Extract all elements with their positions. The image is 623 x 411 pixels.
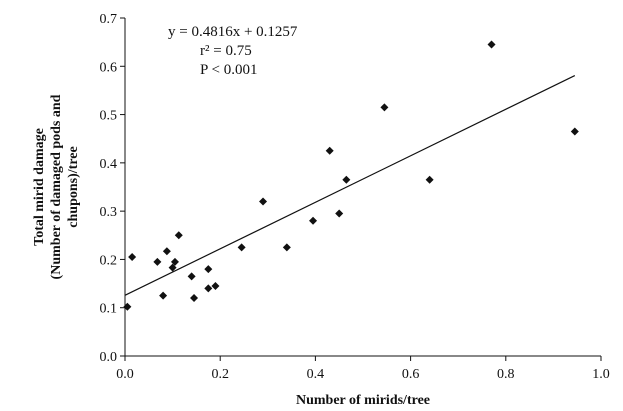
data-point — [282, 243, 291, 252]
x-tick-label: 0.4 — [307, 367, 325, 382]
y-tick-label: 0.0 — [100, 350, 118, 365]
tick-labels: 0.0 0.1 0.2 0.3 0.4 0.5 0.6 0.7 0.0 0.2 0.4 0.6 0.8 1… — [100, 12, 610, 382]
data-point — [159, 291, 168, 300]
data-point — [204, 265, 213, 274]
y-tick-label: 0.6 — [100, 60, 118, 75]
y-tick-label: 0.2 — [100, 253, 118, 268]
y-tick-label: 0.4 — [100, 157, 118, 172]
data-point — [174, 231, 183, 240]
y-tick-label: 0.1 — [100, 302, 118, 317]
y-tick-label: 0.3 — [100, 205, 118, 220]
data-point — [259, 197, 268, 206]
data-point — [128, 253, 137, 262]
x-tick-label: 0.6 — [402, 367, 420, 382]
data-point — [342, 175, 351, 184]
x-tick-label: 0.0 — [116, 367, 134, 382]
data-points — [123, 40, 579, 311]
data-point — [237, 243, 246, 252]
data-point — [187, 272, 196, 281]
trendline-group — [124, 75, 576, 296]
data-point — [309, 216, 318, 225]
regression-line — [124, 75, 576, 296]
data-point — [170, 257, 179, 266]
y-tick-label: 0.5 — [100, 109, 118, 124]
data-point — [204, 284, 213, 293]
data-point — [570, 127, 579, 136]
data-point — [153, 257, 162, 266]
y-axis-title-line-3: chupons)/tree — [66, 146, 81, 227]
y-axis-title: Total mirid damage (Number of damaged po… — [32, 94, 81, 279]
y-axis-title-line-2: (Number of damaged pods and — [49, 94, 64, 279]
data-point — [123, 302, 132, 311]
data-point — [162, 247, 171, 256]
p-value-label: P < 0.001 — [200, 62, 258, 78]
y-tick-label: 0.7 — [100, 12, 118, 27]
x-axis-title: Number of mirids/tree — [296, 393, 430, 408]
r-squared-label: r² = 0.75 — [200, 43, 252, 59]
x-tick-label: 0.8 — [497, 367, 515, 382]
data-point — [211, 281, 220, 290]
data-point — [325, 146, 334, 155]
data-point — [335, 209, 344, 218]
x-tick-label: 1.0 — [592, 367, 610, 382]
data-point — [380, 103, 389, 112]
data-point — [190, 294, 199, 303]
axes — [120, 17, 602, 361]
x-tick-label: 0.2 — [211, 367, 229, 382]
data-point — [168, 263, 177, 272]
data-point — [487, 40, 496, 49]
data-point — [425, 175, 434, 184]
y-axis-title-line-1: Total mirid damage — [32, 128, 47, 246]
regression-annotation: y = 0.4816x + 0.1257 r² = 0.75 P < 0.001 — [168, 24, 298, 78]
regression-equation: y = 0.4816x + 0.1257 — [168, 24, 298, 40]
